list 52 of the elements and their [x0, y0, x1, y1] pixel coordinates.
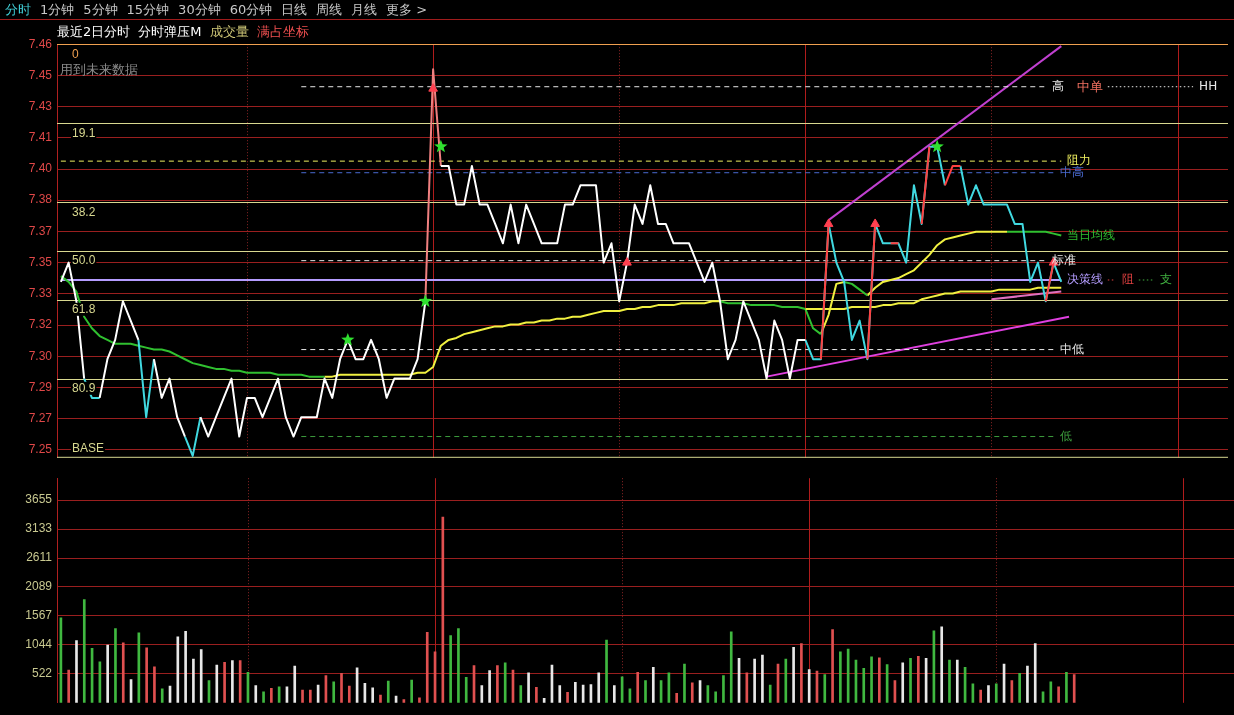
y-tick-label: 7.46: [28, 36, 53, 51]
ref-line-label: 38.2: [72, 204, 96, 219]
y-tick-label: 7.35: [28, 254, 53, 269]
y-tick-label: 7.37: [28, 223, 53, 238]
text: 60分钟: [229, 0, 273, 19]
series-label: 当日均线: [1067, 227, 1116, 242]
y-tick-label: 7.40: [28, 161, 53, 176]
y-tick-label: 7.33: [28, 286, 53, 301]
text: 周线: [316, 0, 343, 19]
text: 1分钟: [40, 0, 75, 19]
ref-line-label: 0: [72, 46, 79, 61]
text: 成交量: [209, 24, 249, 39]
annotation: 用到未来数据: [60, 62, 138, 78]
y-tick-label: 1567: [25, 608, 53, 623]
series-label: 决策线: [1067, 272, 1104, 287]
ref-line-label: 50.0: [72, 253, 96, 268]
text: 更多 >: [386, 0, 428, 19]
text: 分时: [5, 0, 31, 19]
y-tick-label: 7.38: [28, 192, 53, 207]
y-tick-label: 3655: [25, 492, 53, 507]
series-label: 中低: [1059, 341, 1084, 356]
chart-title: 最近2日分时: [57, 24, 131, 39]
ref-line-label: 61.8: [72, 302, 96, 317]
y-tick-label: 522: [31, 666, 53, 681]
text: 5分钟: [83, 0, 118, 19]
chart-subtitle: 分时弹压M: [138, 24, 202, 39]
series-label: 低: [1059, 428, 1072, 443]
y-tick-label: 7.29: [28, 379, 53, 394]
ref-line-label: 19.1: [72, 125, 96, 140]
series-label: 高: [1051, 78, 1064, 93]
y-tick-label: 7.32: [28, 317, 53, 332]
text: 月线: [351, 0, 378, 19]
ref-line-label: 80.9: [72, 381, 96, 396]
ref-line-label: BASE: [72, 441, 105, 456]
annotation: 中单: [1077, 79, 1103, 95]
y-tick-label: 7.43: [28, 98, 53, 113]
series-label: 阻: [1121, 272, 1134, 287]
y-tick-label: 2089: [25, 579, 53, 594]
y-tick-label: 2611: [26, 550, 53, 565]
text: 30分钟: [178, 0, 221, 19]
text: 15分钟: [126, 0, 170, 19]
text: 日线: [281, 0, 308, 19]
series-label: 支: [1160, 272, 1173, 287]
y-tick-label: 7.30: [28, 348, 53, 363]
y-tick-label: 3133: [25, 521, 53, 536]
y-tick-label: 7.41: [28, 130, 53, 145]
text: 满占坐标: [256, 24, 309, 39]
y-tick-label: 7.27: [28, 411, 53, 426]
y-tick-label: 7.45: [28, 67, 53, 82]
series-label: HH: [1199, 78, 1218, 93]
y-tick-label: 7.25: [28, 442, 53, 457]
y-tick-label: 1044: [25, 637, 53, 652]
